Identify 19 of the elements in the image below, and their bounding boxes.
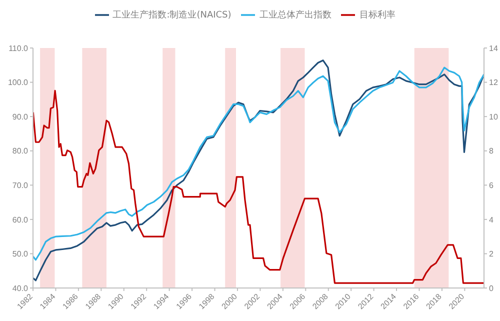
y2-tick-label: 4	[489, 215, 494, 224]
y-tick-label: 80.0	[12, 146, 29, 156]
y2-tick-label: 8	[489, 146, 494, 156]
y-tick-label: 100.0	[8, 78, 29, 88]
y-tick-label: 40.0	[12, 284, 29, 293]
y2-tick-label: 0	[489, 284, 494, 293]
y2-tick-label: 10	[489, 112, 498, 122]
y-tick-label: 50.0	[12, 250, 29, 259]
y-tick-label: 70.0	[12, 180, 29, 190]
y2-tick-label: 2	[489, 250, 494, 259]
legend-label: 目标利率	[359, 10, 396, 20]
legend-label: 工业总体产出指数	[259, 10, 332, 20]
legend-label: 工业生产指数:制造业(NAICS)	[112, 10, 232, 20]
y-tick-label: 110.0	[8, 44, 29, 53]
y2-tick-label: 14	[489, 44, 498, 53]
y2-tick-label: 12	[489, 78, 498, 88]
y-tick-label: 90.0	[12, 112, 29, 122]
y-tick-label: 60.0	[12, 215, 29, 224]
y2-tick-label: 6	[489, 180, 494, 190]
